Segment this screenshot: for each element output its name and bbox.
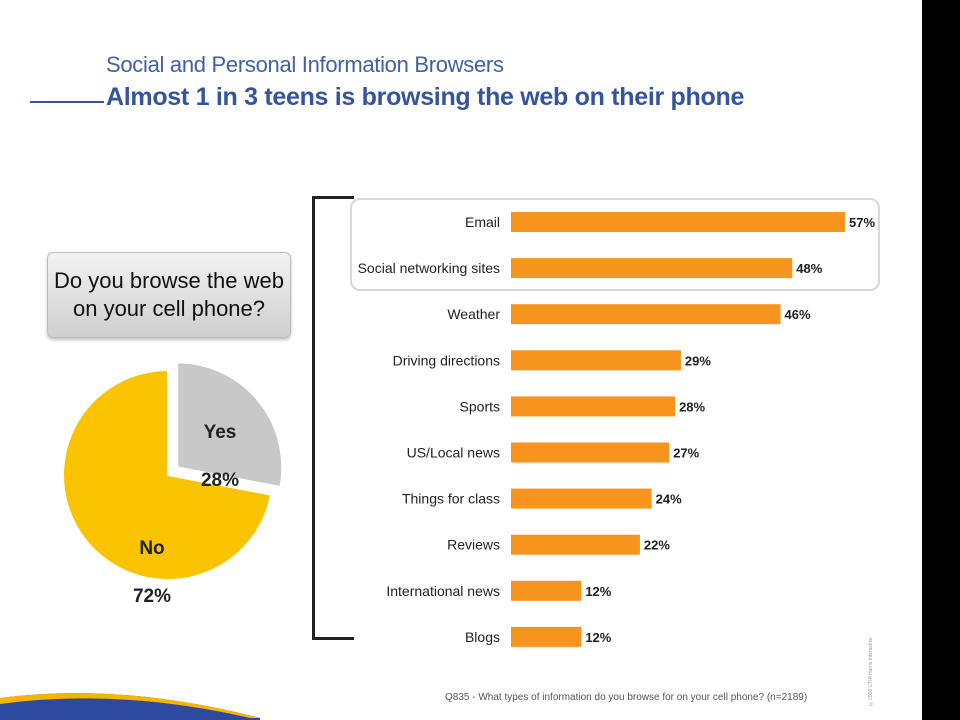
bar-2 [511,304,781,325]
slide-title: Almost 1 in 3 teens is browsing the web … [106,83,745,111]
bar-category-label: Blogs [465,629,500,645]
pie-chart [62,361,284,581]
chart-bracket [312,196,354,640]
right-edge-bar [922,0,960,720]
highlight-box [350,198,880,291]
bar-3 [511,350,681,371]
bar-8 [511,580,582,601]
footnote: Q835 - What types of information do you … [445,692,808,703]
bar-category-label: Reviews [447,537,500,553]
bar-value-label: 48% [796,261,822,276]
bar-9 [511,626,582,647]
bar-category-label: Social networking sites [358,260,500,276]
bar-category-label: International news [386,583,500,599]
bar-category-label: US/Local news [407,445,500,461]
pie-label-no-name: No [139,538,165,559]
bar-value-label: 27% [673,446,699,461]
pie-slice-yes [176,361,284,489]
bar-value-label: 12% [585,584,611,599]
bar-6 [511,488,652,509]
bar-1 [511,258,793,279]
pie-label-yes: Yes 28% [190,397,250,517]
vertical-copyright: ©2008 CTIA Harris Interactive [868,637,874,706]
bar-category-label: Things for class [402,491,500,507]
bar-category-label: Weather [447,306,500,322]
pie-label-no-value: 72% [132,586,172,607]
bar-value-label: 46% [785,307,811,322]
bar-value-label: 29% [685,353,711,368]
title-rule [30,101,104,103]
bar-value-label: 12% [585,630,611,645]
bar-4 [511,396,676,417]
bar-category-label: Sports [460,398,500,414]
pie-slice-no [62,368,273,581]
decorative-swoosh [0,693,260,720]
bar-5 [511,442,670,463]
pie-label-yes-value: 28% [200,470,240,491]
bar-value-label: 28% [679,399,705,414]
slide-subtitle: Social and Personal Information Browsers [106,52,504,77]
pie-label-yes-name: Yes [203,422,237,443]
bar-category-label: Driving directions [393,352,500,368]
bar-value-label: 57% [849,215,875,230]
bar-0 [511,212,845,232]
bar-7 [511,534,640,555]
bar-value-label: 22% [644,538,670,553]
pie-label-no: No 72% [120,513,184,633]
bar-value-label: 24% [656,492,682,507]
bar-category-label: Email [465,214,500,230]
pie-question-box: Do you browse the web on your cell phone… [47,252,291,338]
